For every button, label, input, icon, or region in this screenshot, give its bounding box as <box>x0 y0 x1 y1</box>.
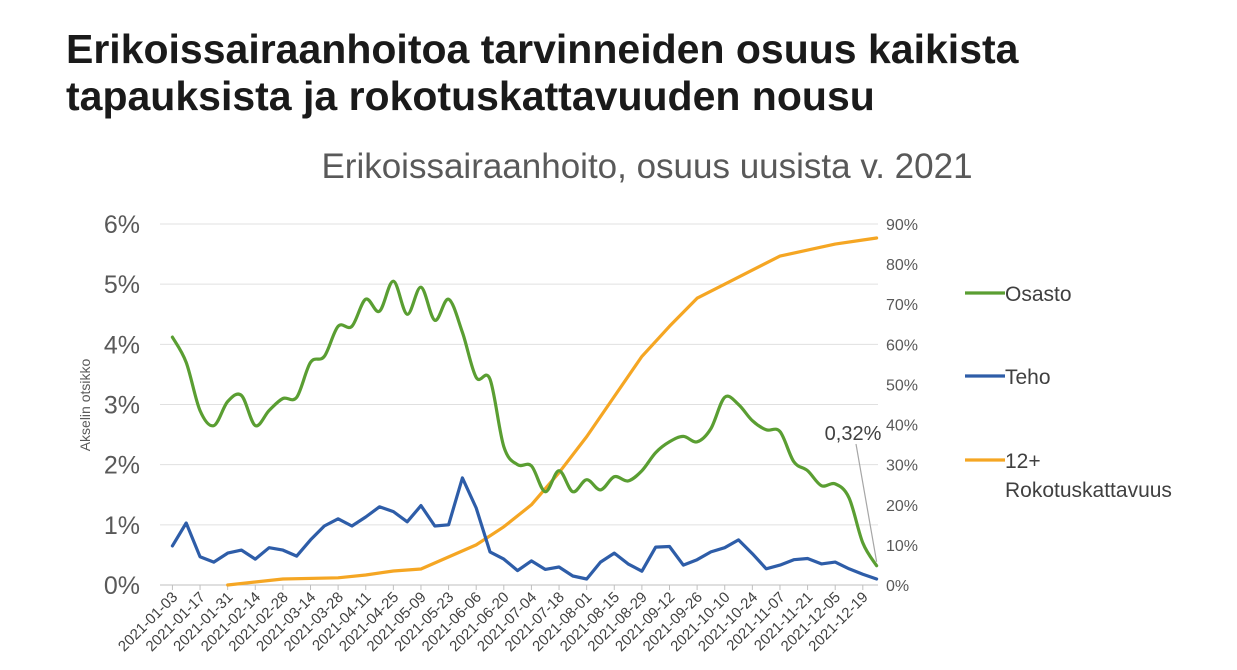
y-axis-title: Akselin otsikko <box>77 358 93 451</box>
series-line-teho <box>170 476 879 581</box>
y-right-tick-label: 80% <box>886 257 918 274</box>
y-right-tick-label: 40% <box>886 418 918 435</box>
chart-title: Erikoissairaanhoito, osuus uusista v. 20… <box>321 147 972 186</box>
series-points-teho <box>172 477 877 579</box>
annotation-label: 0,32% <box>825 423 882 445</box>
y-right-tick-label: 70% <box>886 297 918 314</box>
legend-label-12-rokotuskattavuus: 12+ Rokotuskattavuus <box>1005 450 1172 502</box>
y-right-tick-label: 10% <box>886 538 918 555</box>
y-right-tick-label: 50% <box>886 377 918 394</box>
series-points-osasto <box>172 281 877 566</box>
y-right-tick-label: 0% <box>886 578 909 595</box>
y-left-tick-label: 6% <box>104 211 140 239</box>
y-right-tick-label: 30% <box>886 458 918 475</box>
annotation-leader-line <box>855 443 878 562</box>
series-points-12-rokotuskattavuus <box>227 238 877 586</box>
series-line-12-rokotuskattavuus <box>226 236 879 587</box>
slide-title: Erikoissairaanhoitoa tarvinneiden osuus … <box>66 26 1019 119</box>
legend-label-osasto: Osasto <box>1005 283 1072 306</box>
y-left-tick-label: 0% <box>104 572 140 600</box>
y-left-tick-label: 2% <box>104 452 140 480</box>
y-left-tick-label: 1% <box>104 512 140 540</box>
series-line-osasto <box>170 279 879 568</box>
y-right-tick-label: 90% <box>886 217 918 234</box>
y-left-tick-label: 5% <box>104 271 140 299</box>
y-left-tick-label: 3% <box>104 392 140 420</box>
y-left-tick-label: 4% <box>104 331 140 359</box>
legend-label-teho: Teho <box>1005 366 1051 389</box>
y-right-tick-label: 60% <box>886 337 918 354</box>
y-right-tick-label: 20% <box>886 498 918 515</box>
